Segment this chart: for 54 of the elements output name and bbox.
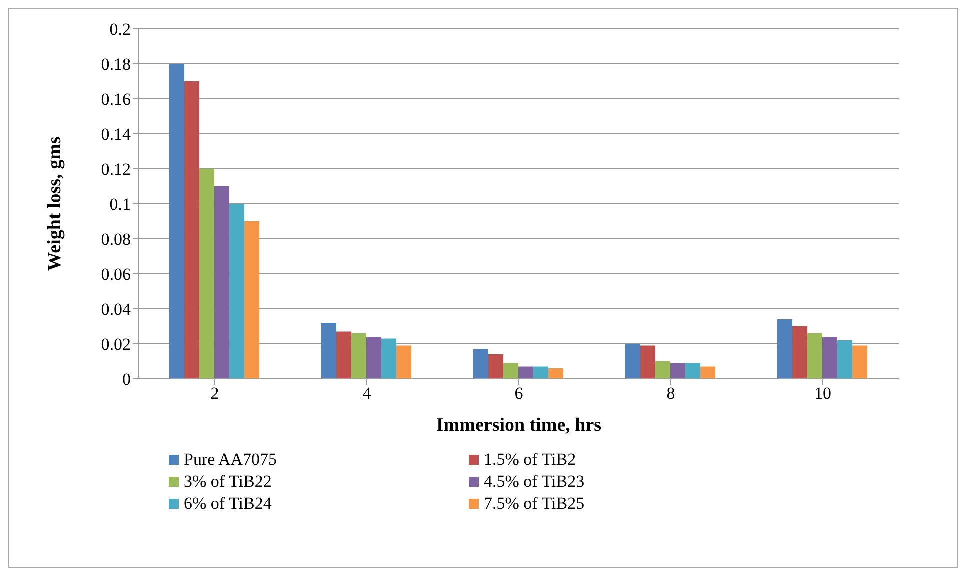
y-tick-label: 0.12 xyxy=(101,160,131,180)
legend-label: Pure AA7075 xyxy=(184,449,278,471)
bar xyxy=(214,186,230,379)
x-tick-label: 8 xyxy=(666,384,676,404)
bar xyxy=(792,326,808,379)
bar xyxy=(184,82,200,379)
bar xyxy=(685,363,700,379)
bar xyxy=(533,366,548,379)
y-tick-label: 0.04 xyxy=(101,300,132,320)
legend-label: 6% of TiB24 xyxy=(184,493,272,515)
bar xyxy=(822,337,838,379)
legend-label: 7.5% of TiB25 xyxy=(484,493,585,515)
y-tick-label: 0.1 xyxy=(110,195,131,214)
bar xyxy=(807,334,822,379)
bar xyxy=(336,332,352,379)
bar xyxy=(199,169,214,379)
y-tick-label: 0.08 xyxy=(101,230,131,250)
y-tick-label: 0.18 xyxy=(101,55,131,74)
bar xyxy=(488,354,504,379)
x-tick-label: 6 xyxy=(514,384,524,404)
x-axis-title: Immersion time, hrs xyxy=(436,415,602,436)
legend-label: 3% of TiB22 xyxy=(184,471,272,493)
bar xyxy=(777,320,792,379)
bar xyxy=(366,337,382,379)
bar xyxy=(852,346,868,379)
y-tick-label: 0 xyxy=(122,370,131,390)
bar xyxy=(548,368,564,379)
legend-label: 4.5% of TiB23 xyxy=(484,471,585,493)
y-tick-label: 0.02 xyxy=(101,335,131,354)
bar xyxy=(640,346,656,379)
y-axis-title: Weight loss, gms xyxy=(44,136,66,272)
bar xyxy=(700,366,716,379)
bar xyxy=(381,338,396,379)
x-tick-label: 4 xyxy=(362,384,372,404)
bar xyxy=(670,363,686,379)
bar xyxy=(837,340,852,379)
bar xyxy=(518,366,534,379)
y-tick-label: 0.2 xyxy=(110,20,131,40)
y-tick-label: 0.06 xyxy=(101,265,131,284)
x-tick-label: 10 xyxy=(814,384,832,404)
bar xyxy=(244,222,260,379)
bar xyxy=(503,363,518,379)
x-tick-label: 2 xyxy=(210,384,220,404)
legend-label: 1.5% of TiB2 xyxy=(484,449,576,471)
bar xyxy=(625,344,640,379)
bar xyxy=(396,346,412,379)
bar xyxy=(473,349,488,379)
bar xyxy=(169,64,184,379)
bar xyxy=(351,334,366,379)
bar xyxy=(655,362,670,379)
y-tick-label: 0.16 xyxy=(101,90,131,110)
bar xyxy=(229,204,244,379)
y-tick-label: 0.14 xyxy=(101,125,132,144)
bar xyxy=(321,323,336,379)
